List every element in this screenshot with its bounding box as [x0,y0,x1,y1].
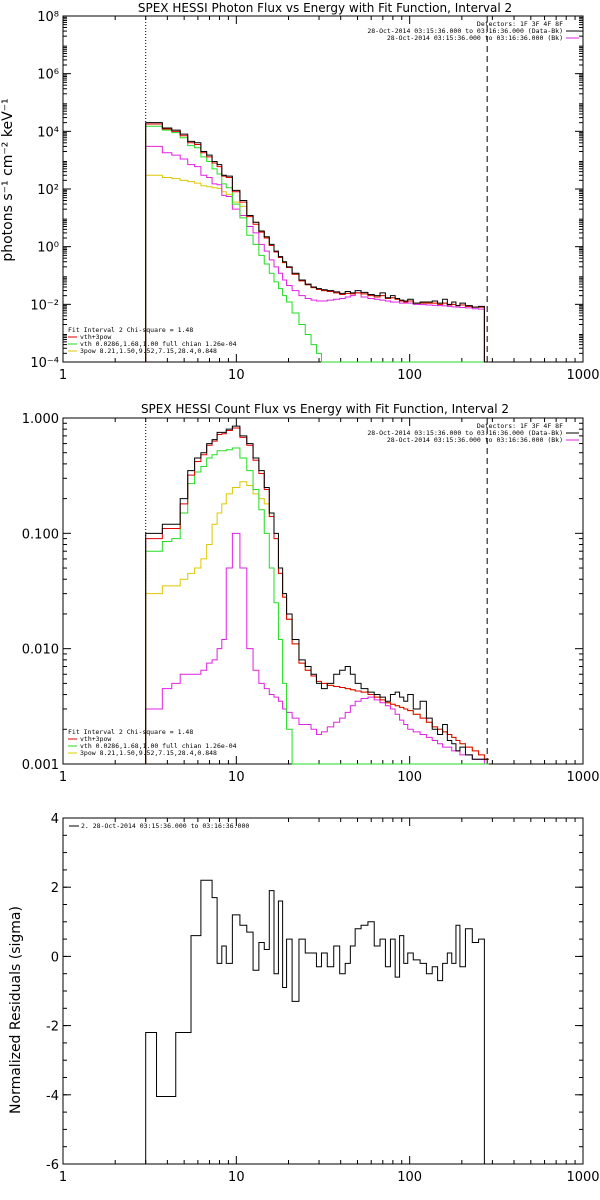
count-flux-series-yellow [145,481,489,764]
residuals-legend-top-entry: 2. 28-Oct-2014 03:15:36.000 to 03:16:36.… [81,822,249,830]
residuals-x-tick-label: 1000 [566,1170,599,1185]
residuals-y-tick-label: 4 [51,812,59,827]
residuals-y-tick-label: -6 [46,1158,59,1173]
photon-flux-y-tick-label: 10⁻² [30,298,59,313]
count-flux-y-tick-label: 1.000 [22,412,59,427]
photon-flux-y-tick-label: 10⁻⁴ [30,356,59,371]
residuals-plot-frame [62,817,584,1165]
photon-flux-ylabel: photons s⁻¹ cm⁻² keV⁻¹ [0,98,16,261]
count-flux-y-tick-label: 0.010 [22,643,59,658]
count-flux-series-magenta [145,532,489,765]
photon-flux-legend-bottom-entry: vth 0.0286,1.68,1.00 full chian 1.26e-04 [80,340,237,348]
count-flux-legend-bottom-entry: Fit Interval 2 Chi-square = 1.48 [68,728,193,736]
photon-flux-x-tick-label: 1 [59,368,67,383]
count-flux-title: SPEX HESSI Count Flux vs Energy with Fit… [141,402,509,416]
photon-flux-y-tick-label: 10⁰ [37,241,59,256]
residuals-panel: Normalized Residuals (sigma) 1 10 100 1000 -… [8,812,600,1185]
residuals-ylabel: Normalized Residuals (sigma) [8,906,24,1114]
photon-flux-legend-top-entry: 28-Oct-2014 03:15:36.000 to 03:16:36.000… [367,27,563,35]
photon-flux-x-tick-label: 1000 [566,368,599,383]
photon-flux-legend-top-entry: Detectors: 1F 3F 4F 8F [477,20,563,28]
photon-flux-series-yellow [145,174,489,363]
count-flux-y-tick-label: 0.100 [22,527,59,542]
photon-flux-series-red [145,123,489,363]
residuals-series-black [145,879,489,1165]
count-flux-series-black [145,425,489,764]
count-flux-legend-bottom-entry: 3pow 8.21,1.50,9.52,7.15,28.4,0.848 [80,749,217,757]
photon-flux-y-tick-label: 10⁴ [37,125,59,140]
count-flux-legend-bottom-entry: vth+3pow [80,735,111,743]
residuals-y-tick-label: 0 [51,950,59,965]
residuals-x-tick-label: 1 [59,1170,67,1185]
photon-flux-legend-bottom-entry: Fit Interval 2 Chi-square = 1.48 [68,326,193,334]
photon-flux-y-tick-label: 10⁸ [37,10,59,25]
count-flux-x-tick-label: 10 [228,770,245,785]
photon-flux-panel: SPEX HESSI Photon Flux vs Energy with Fi… [0,1,600,383]
residuals-y-tick-label: -2 [46,1020,59,1035]
photon-flux-series-black [145,122,489,363]
count-flux-y-tick-label: 0.001 [22,758,59,773]
count-flux-legend-top-entry: 28-Oct-2014 03:15:36.000 to 03:16:36.000… [387,436,563,444]
photon-flux-x-tick-label: 10 [228,368,245,383]
photon-flux-y-tick-label: 10² [37,183,59,198]
count-flux-x-tick-label: 1000 [566,770,599,785]
count-flux-x-tick-label: 1 [59,770,67,785]
photon-flux-y-tick-label: 10⁶ [37,68,59,83]
count-flux-legend-top-entry: 28-Oct-2014 03:15:36.000 to 03:16:36.000… [367,429,563,437]
photon-flux-legend-bottom-entry: vth+3pow [80,333,111,341]
photon-flux-series-green [145,125,489,363]
count-flux-panel: SPEX HESSI Count Flux vs Energy with Fit… [22,402,600,785]
count-flux-series-red [145,427,489,764]
residuals-x-tick-label: 10 [228,1170,245,1185]
residuals-y-tick-label: -4 [46,1089,59,1104]
photon-flux-series-magenta [145,145,489,363]
count-flux-series-green [145,447,489,765]
photon-flux-legend-bottom-entry: 3pow 8.21,1.50,9.52,7.15,28.4,0.848 [80,347,217,355]
photon-flux-legend-top-entry: 28-Oct-2014 03:15:36.000 to 03:16:36.000… [387,34,563,42]
photon-flux-x-tick-label: 100 [397,368,422,383]
photon-flux-plot-frame [62,15,584,363]
count-flux-legend-bottom-entry: vth 0.0286,1.68,1.00 full chian 1.26e-04 [80,742,237,750]
residuals-x-tick-label: 100 [397,1170,422,1185]
count-flux-plot-frame [62,417,584,765]
count-flux-legend-top-entry: Detectors: 1F 3F 4F 8F [477,422,563,430]
residuals-y-tick-label: 2 [51,881,59,896]
count-flux-x-tick-label: 100 [397,770,422,785]
photon-flux-title: SPEX HESSI Photon Flux vs Energy with Fi… [138,1,512,15]
